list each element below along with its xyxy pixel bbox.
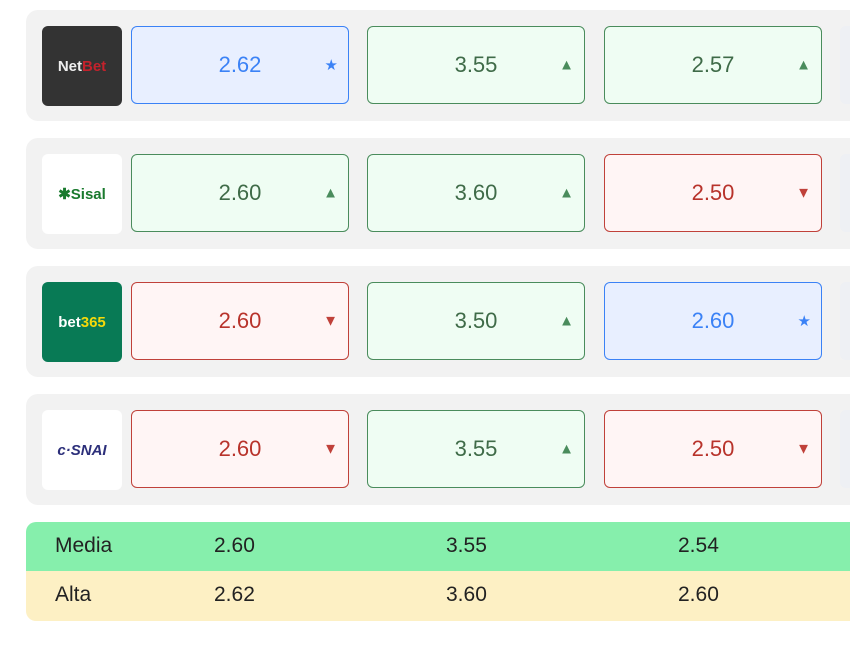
triangle-down-icon: ▼ [796,440,811,458]
summary-value: 2.60 [214,534,255,557]
summary-label: Alta [55,583,92,606]
odds-button-partial[interactable] [840,26,850,104]
odds-value: 2.50 [691,436,735,461]
odds-value: 2.50 [691,180,735,205]
odds-value: 2.62 [218,52,262,77]
odds-value: 3.50 [454,308,498,333]
summary-value: 3.60 [446,583,487,606]
odds-button[interactable]: 2.50 ▼ [604,410,822,488]
odds-button[interactable]: 2.50 ▼ [604,154,822,232]
star-icon: ★ [324,57,338,74]
bookmaker-row: bet 365 2.60 ▼ 3.50 ▲ 2.60 ★ [26,266,850,377]
odds-button[interactable]: 3.50 ▲ [367,282,585,360]
triangle-down-icon: ▼ [796,184,811,202]
summary-label: Media [55,534,113,557]
star-icon: ★ [797,313,811,330]
odds-button[interactable]: 3.55 ▲ [367,26,585,104]
summary-row-media: Media 2.60 3.55 2.54 [26,522,850,572]
triangle-down-icon: ▼ [323,440,338,458]
odds-button-partial[interactable] [840,154,850,232]
odds-button[interactable]: 3.55 ▲ [367,410,585,488]
summary-value: 2.62 [214,583,255,606]
odds-button[interactable]: 2.60 ▼ [131,282,349,360]
bookmaker-logo-bet365[interactable]: bet 365 [42,282,122,362]
odds-value: 2.57 [691,52,735,77]
odds-button[interactable]: 2.62 ★ [131,26,349,104]
triangle-up-icon: ▲ [559,56,574,74]
odds-value: 2.60 [218,180,262,205]
bookmaker-logo-snai[interactable]: c·SNAI [42,410,122,490]
summary-row-alta: Alta 2.62 3.60 2.60 [26,571,850,621]
bookmaker-row: Net Bet 2.62 ★ 3.55 ▲ 2.57 ▲ [26,10,850,121]
odds-button[interactable]: 2.60 ▲ [131,154,349,232]
odds-button[interactable]: 2.60 ★ [604,282,822,360]
bookmaker-logo-sisal[interactable]: ✱Sisal [42,154,122,234]
triangle-up-icon: ▲ [796,56,811,74]
bookmaker-logo-netbet[interactable]: Net Bet [42,26,122,106]
summary-value: 3.55 [446,534,487,557]
odds-value: 3.60 [454,180,498,205]
triangle-up-icon: ▲ [559,440,574,458]
odds-value: 3.55 [454,436,498,461]
summary-value: 2.54 [678,534,719,557]
odds-button-partial[interactable] [840,282,850,360]
triangle-up-icon: ▲ [559,312,574,330]
odds-button[interactable]: 2.57 ▲ [604,26,822,104]
odds-value: 2.60 [691,308,735,333]
odds-value: 3.55 [454,52,498,77]
odds-value: 2.60 [218,308,262,333]
odds-button-partial[interactable] [840,410,850,488]
triangle-down-icon: ▼ [323,312,338,330]
bookmaker-row: ✱Sisal 2.60 ▲ 3.60 ▲ 2.50 ▼ [26,138,850,249]
bookmaker-row: c·SNAI 2.60 ▼ 3.55 ▲ 2.50 ▼ [26,394,850,505]
odds-button[interactable]: 2.60 ▼ [131,410,349,488]
triangle-up-icon: ▲ [559,184,574,202]
triangle-up-icon: ▲ [323,184,338,202]
odds-value: 2.60 [218,436,262,461]
summary-value: 2.60 [678,583,719,606]
odds-button[interactable]: 3.60 ▲ [367,154,585,232]
